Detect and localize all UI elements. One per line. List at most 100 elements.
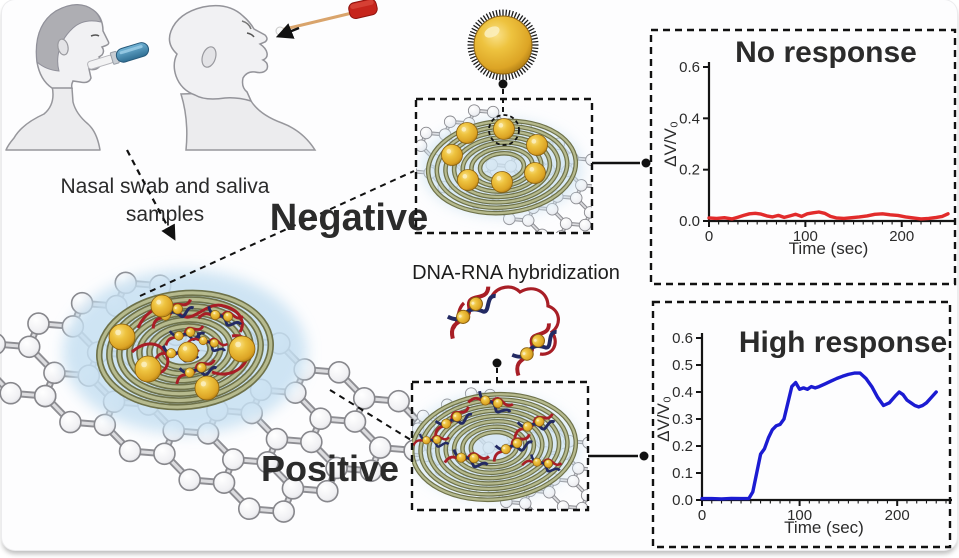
nanoparticle-highlight xyxy=(484,26,500,38)
probe-spike xyxy=(469,30,476,35)
probe-spike xyxy=(495,73,498,80)
gold-highlight xyxy=(462,174,468,179)
lattice-atom xyxy=(27,312,50,335)
y-tick-label: 0.0 xyxy=(672,492,693,509)
gold-highlight xyxy=(458,314,462,318)
sample-to-sensor-arrow xyxy=(126,149,176,241)
gold-highlight xyxy=(546,461,549,463)
gold-particle xyxy=(524,162,546,184)
y-tick-label: 0.0 xyxy=(679,213,700,230)
data-line xyxy=(700,371,938,501)
probe-spike xyxy=(531,50,538,53)
probe-spike xyxy=(467,40,474,43)
nasal-eye xyxy=(246,32,255,38)
x-tick-label: 200 xyxy=(889,228,914,245)
positive-label: Positive xyxy=(261,448,399,489)
gold-highlight xyxy=(156,299,162,305)
probe-spike xyxy=(523,19,529,25)
x-tick-label: 0 xyxy=(705,228,713,245)
saliva-ear xyxy=(57,38,69,56)
no-response-box xyxy=(649,28,957,286)
x-tick-label: 0 xyxy=(698,507,706,524)
gold-highlight xyxy=(483,397,486,400)
gold-highlight xyxy=(182,346,188,351)
dna-rna-hybrid xyxy=(412,433,450,448)
probe-spike xyxy=(532,47,539,50)
gold-particle xyxy=(452,411,463,422)
lattice-atom xyxy=(300,430,323,454)
gold-particle xyxy=(222,311,233,322)
probe-spike xyxy=(469,55,476,60)
probe-spike xyxy=(468,34,475,38)
gold-particle xyxy=(543,459,553,469)
chart-title: No response xyxy=(735,36,917,69)
dna-rna-hybrid xyxy=(434,406,473,438)
probe-spike xyxy=(492,10,496,17)
gold-highlight xyxy=(529,167,535,172)
gold-particle xyxy=(468,453,480,464)
probe-spike xyxy=(521,67,527,73)
gold-particle xyxy=(441,144,463,166)
nasal-head-illustration xyxy=(168,0,378,151)
saliva-head-illustration xyxy=(5,4,150,151)
lattice-atom xyxy=(237,497,261,521)
swab-direction-arrow xyxy=(275,23,300,39)
gold-particle xyxy=(534,416,545,427)
lattice-atom xyxy=(272,500,295,523)
probe-spike xyxy=(477,65,483,71)
gold-highlight xyxy=(496,176,502,181)
dna-rna-hybrid xyxy=(492,433,533,462)
lattice-atom xyxy=(343,410,367,433)
lattice-atom xyxy=(33,384,57,408)
probe-spike xyxy=(527,24,533,30)
saliva-torso xyxy=(5,85,101,151)
x-tick-label: 200 xyxy=(885,507,910,524)
probe-spike xyxy=(532,40,539,43)
gold-particle xyxy=(520,347,534,361)
gold-highlight xyxy=(200,381,207,387)
gold-highlight xyxy=(531,139,537,144)
gold-particle xyxy=(422,436,431,445)
probe-spike xyxy=(531,52,538,56)
lattice-atom xyxy=(327,361,351,384)
coil-ring-highlight xyxy=(107,297,263,403)
gold-highlight xyxy=(454,414,457,417)
nasal-torso xyxy=(179,91,317,151)
probe-spike xyxy=(479,67,485,73)
dna-rna-hybrid xyxy=(521,454,563,473)
probe-spike xyxy=(471,27,478,32)
gold-particle xyxy=(492,398,503,409)
saliva-hair xyxy=(35,4,102,72)
gold-particle xyxy=(228,335,256,363)
sensor-positive-content xyxy=(412,385,588,510)
gold-particle xyxy=(108,323,136,351)
lattice-atom xyxy=(368,436,392,459)
nanoparticle-body xyxy=(473,15,533,75)
positive-chart-dot xyxy=(639,451,649,461)
lattice-atom xyxy=(387,389,410,413)
nanoparticle-probe-fringe xyxy=(467,9,539,81)
lattice-atom xyxy=(153,442,176,466)
probe-spike xyxy=(505,74,508,81)
gold-highlight xyxy=(535,459,538,462)
dna-rna-hybrid xyxy=(443,448,490,469)
dna-rna-hybrid xyxy=(175,359,218,385)
dna-rna-hybrid xyxy=(446,286,496,340)
sensor-negative-content xyxy=(416,102,592,233)
gold-highlight xyxy=(141,361,147,368)
negative-chart-dot xyxy=(641,158,651,168)
gold-highlight xyxy=(496,400,499,403)
gold-particle xyxy=(457,169,479,191)
lattice-atom xyxy=(59,410,82,434)
gold-particle xyxy=(441,418,452,429)
coil-ring-highlight xyxy=(412,393,577,501)
sensor-positive-box xyxy=(410,380,590,512)
rna-loop xyxy=(490,285,560,356)
probe-spike xyxy=(473,60,479,66)
gold-highlight xyxy=(213,312,216,315)
coil-ring-highlight xyxy=(97,291,273,409)
probe-spike xyxy=(495,10,498,17)
gold-particle xyxy=(185,327,196,337)
